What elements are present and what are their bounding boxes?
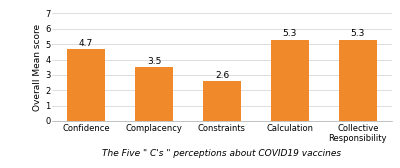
Bar xyxy=(203,81,241,121)
Bar xyxy=(68,49,105,121)
X-axis label: The Five " C's " perceptions about COVID19 vaccines: The Five " C's " perceptions about COVID… xyxy=(102,149,342,158)
Text: 5.3: 5.3 xyxy=(351,29,365,38)
Text: 2.6: 2.6 xyxy=(215,71,229,80)
Text: 4.7: 4.7 xyxy=(79,39,93,48)
Text: 5.3: 5.3 xyxy=(283,29,297,38)
Bar xyxy=(135,67,173,121)
Bar xyxy=(339,39,376,121)
Text: 3.5: 3.5 xyxy=(147,57,161,66)
Bar xyxy=(271,39,309,121)
Y-axis label: Overall Mean score: Overall Mean score xyxy=(34,24,42,111)
